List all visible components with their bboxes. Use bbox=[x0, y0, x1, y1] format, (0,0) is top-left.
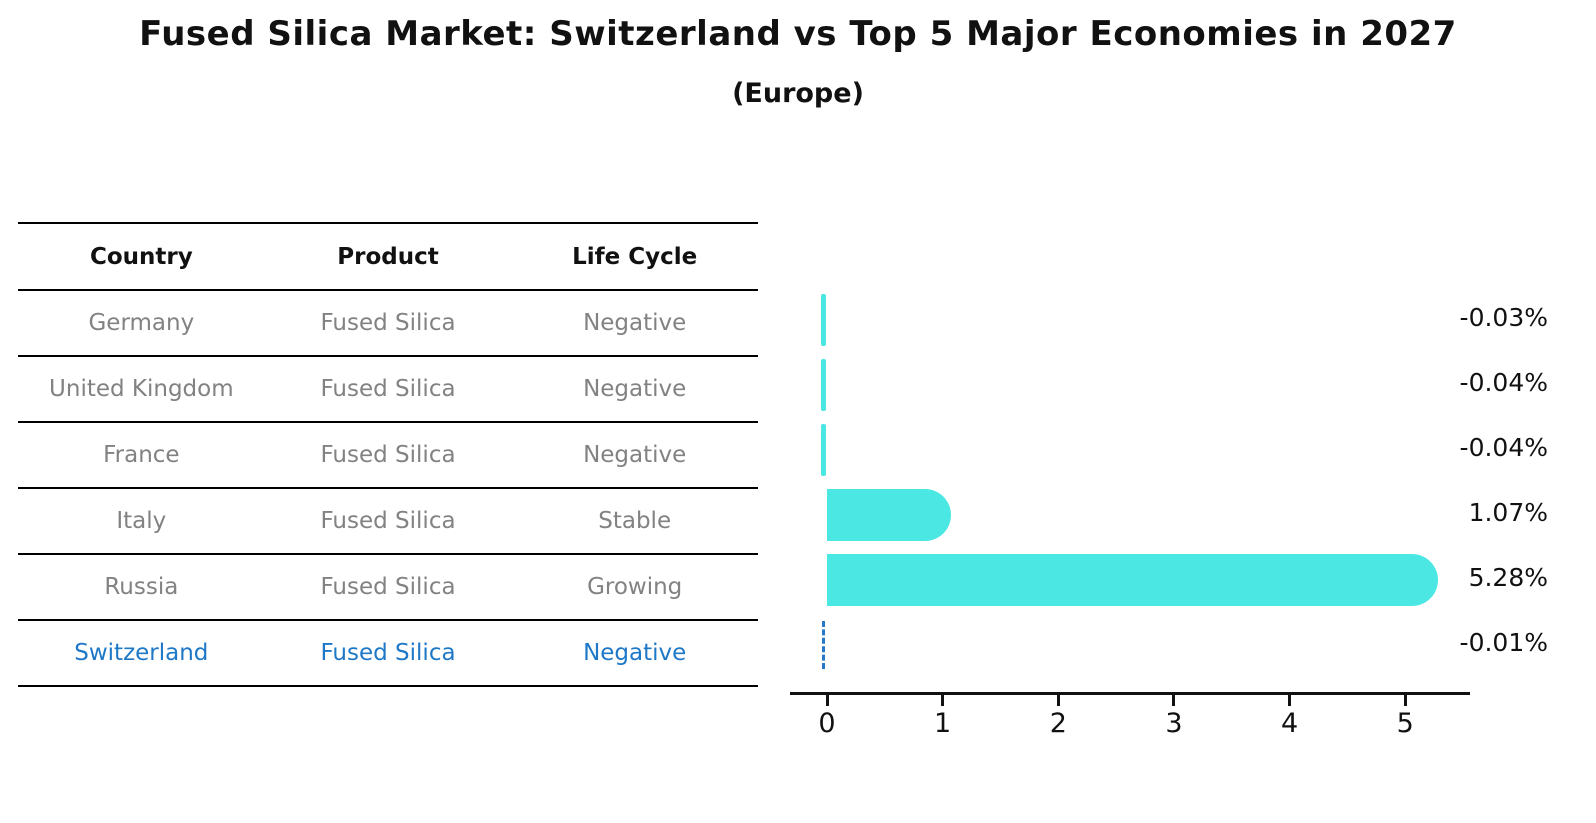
bar-germany bbox=[821, 293, 826, 346]
cell-life-cycle: Negative bbox=[583, 376, 687, 402]
x-axis-tick-3 bbox=[1172, 695, 1176, 706]
cell-country: France bbox=[103, 442, 180, 468]
cell-product: Fused Silica bbox=[320, 508, 456, 534]
table-row-france: France Fused Silica Negative bbox=[18, 423, 758, 489]
x-axis-tick-label-5: 5 bbox=[1396, 708, 1414, 739]
cell-product: Fused Silica bbox=[320, 376, 456, 402]
x-axis-tick-0 bbox=[825, 695, 829, 706]
x-axis-tick-label-4: 4 bbox=[1280, 708, 1299, 739]
cell-life-cycle: Negative bbox=[583, 442, 687, 468]
cell-life-cycle: Negative bbox=[583, 640, 687, 666]
bar-france bbox=[821, 423, 826, 476]
table-row-italy: Italy Fused Silica Stable bbox=[18, 489, 758, 555]
table-body: Germany Fused Silica Negative United Kingdo… bbox=[18, 291, 758, 687]
value-label-united-kingdom: -0.04% bbox=[1459, 367, 1548, 397]
table-row-russia: Russia Fused Silica Growing bbox=[18, 555, 758, 621]
x-axis-line bbox=[790, 692, 1470, 695]
bar-russia bbox=[827, 553, 1438, 606]
cell-country: Switzerland bbox=[74, 640, 209, 666]
cell-product: Fused Silica bbox=[320, 442, 456, 468]
cell-country: Germany bbox=[88, 310, 195, 336]
table-row-united-kingdom: United Kingdom Fused Silica Negative bbox=[18, 357, 758, 423]
x-axis-tick-4 bbox=[1288, 695, 1292, 706]
cell-life-cycle: Stable bbox=[598, 508, 672, 534]
value-label-switzerland: -0.01% bbox=[1459, 627, 1548, 657]
value-label-france: -0.04% bbox=[1459, 432, 1548, 462]
value-label-italy: 1.07% bbox=[1468, 497, 1548, 527]
cell-product: Fused Silica bbox=[320, 640, 456, 666]
x-axis-tick-label-3: 3 bbox=[1165, 708, 1183, 739]
column-header-product: Product bbox=[337, 243, 439, 270]
x-axis-tick-label-2: 2 bbox=[1049, 708, 1067, 739]
x-axis-tick-2 bbox=[1056, 695, 1060, 706]
cell-country: Italy bbox=[116, 508, 167, 534]
cell-product: Fused Silica bbox=[320, 574, 456, 600]
column-header-lifecycle: Life Cycle bbox=[572, 243, 698, 270]
x-axis-tick-label-1: 1 bbox=[934, 708, 952, 739]
cell-country: United Kingdom bbox=[49, 376, 234, 402]
cell-country: Russia bbox=[104, 574, 179, 600]
bar-italy bbox=[827, 488, 951, 541]
column-header-country: Country bbox=[89, 243, 193, 270]
cell-life-cycle: Growing bbox=[587, 574, 683, 600]
bar-united-kingdom bbox=[821, 358, 826, 411]
cell-life-cycle: Negative bbox=[583, 310, 687, 336]
value-label-russia: 5.28% bbox=[1468, 562, 1548, 592]
value-label-germany: -0.03% bbox=[1459, 302, 1548, 332]
chart-title: Fused Silica Market: Switzerland vs Top … bbox=[139, 14, 1457, 54]
table-row-germany: Germany Fused Silica Negative bbox=[18, 291, 758, 357]
table-header-row: Country Product Life Cycle bbox=[18, 222, 758, 291]
x-axis-tick-5 bbox=[1403, 695, 1407, 706]
table-row-switzerland: Switzerland Fused Silica Negative bbox=[18, 621, 758, 687]
cell-product: Fused Silica bbox=[320, 310, 456, 336]
chart-subtitle: (Europe) bbox=[732, 78, 864, 109]
x-axis-tick-label-0: 0 bbox=[818, 708, 836, 739]
x-axis-tick-1 bbox=[941, 695, 945, 706]
bar-switzerland bbox=[822, 620, 825, 669]
summary-table: Country Product Life Cycle Germany Fused … bbox=[18, 222, 758, 687]
